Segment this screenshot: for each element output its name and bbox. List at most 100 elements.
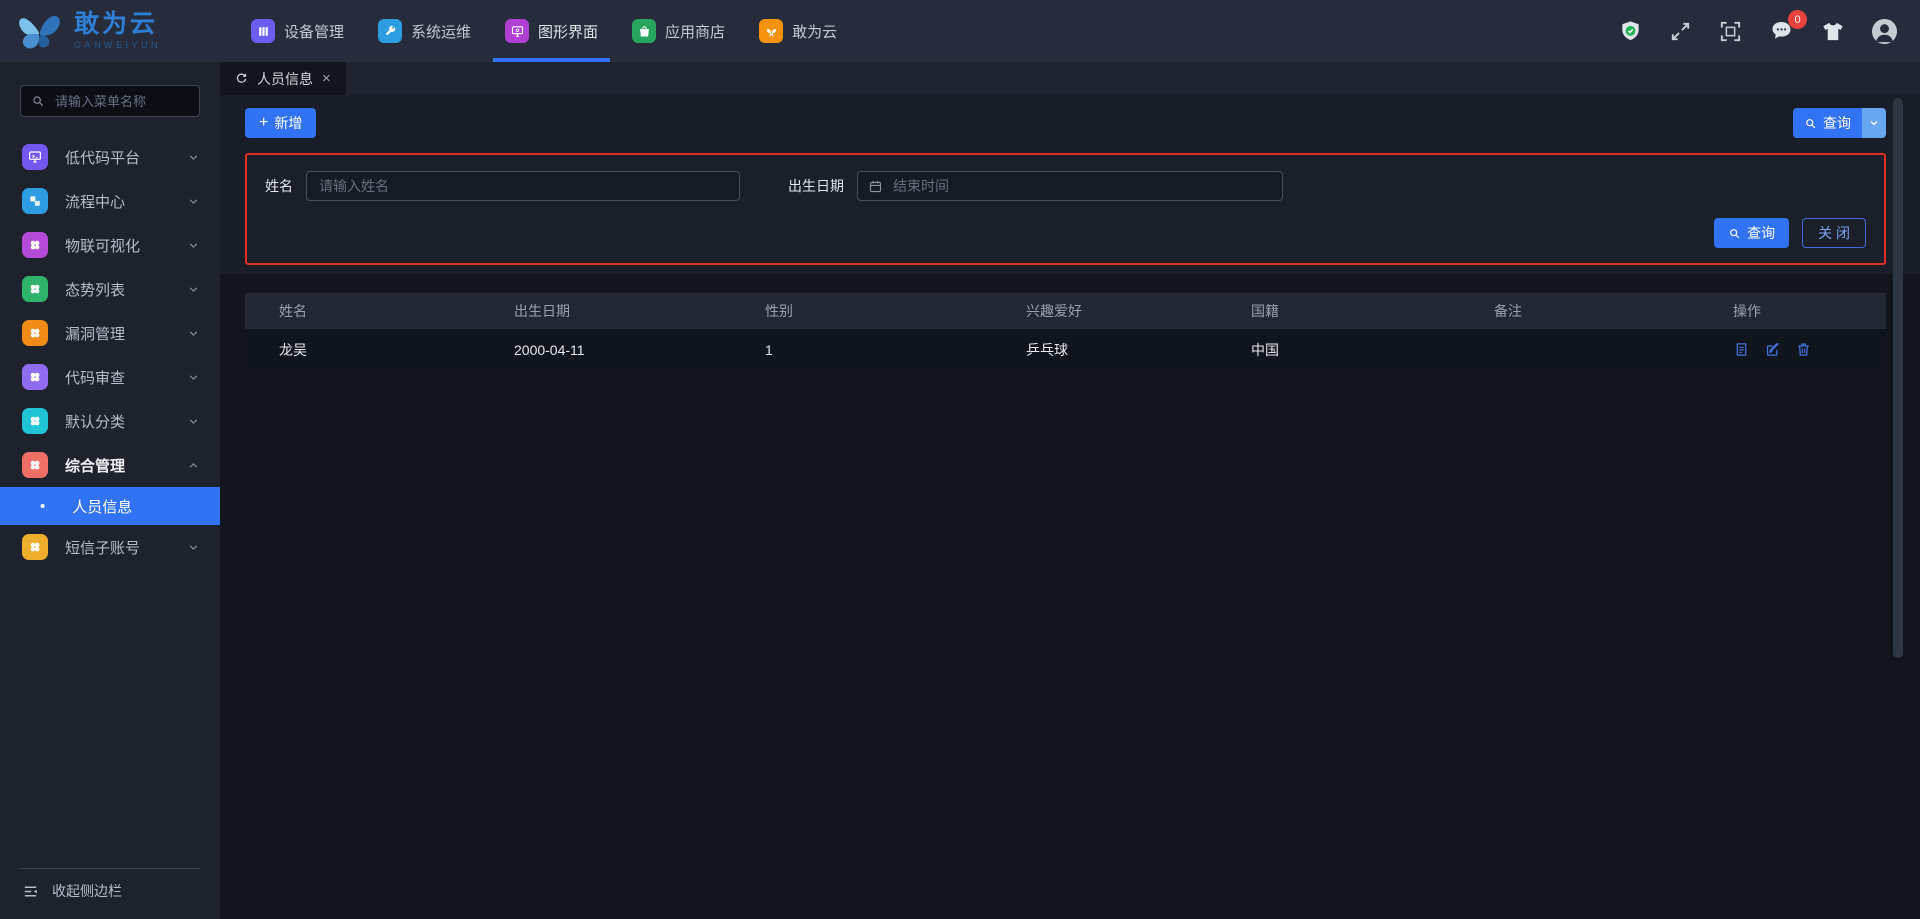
process-icon [22,188,48,214]
filter-query-button[interactable]: 查询 [1714,218,1790,248]
sidebar-item-situation-list[interactable]: 态势列表 [0,267,220,311]
sidebar-item-default-category[interactable]: 默认分类 [0,399,220,443]
sidebar-item-label: 默认分类 [65,413,126,431]
sidebar-item-sms-subaccount[interactable]: 短信子账号 [0,525,220,569]
lowcode-icon [22,144,48,170]
cell-birthdate: 2000-04-11 [514,341,585,358]
query-button[interactable]: 查询 [1793,108,1862,138]
monitor-icon [505,19,530,43]
column-header-birthdate: 出生日期 [514,303,570,319]
nav-item-device-management[interactable]: 设备管理 [234,0,361,62]
top-bar: 敢为云 GANWEIYUN 设备管理 系统运维 图形界面 应用 [0,0,1920,62]
sidebar-item-comprehensive-mgmt[interactable]: 综合管理 [0,443,220,487]
tab-label: 人员信息 [257,70,313,87]
nav-label: 设备管理 [284,23,345,41]
sidebar-menu: 低代码平台 流程中心 物联可视化 态势列表 [0,135,220,569]
birthdate-input[interactable] [857,171,1283,201]
sidebar-item-code-review[interactable]: 代码审查 [0,355,220,399]
content-area: + 新增 查询 姓名 [220,95,1920,919]
sidebar-item-label: 态势列表 [65,281,126,299]
end-date-input[interactable] [891,177,1272,195]
fullscreen-icon[interactable] [1668,19,1693,44]
nav-item-system-ops[interactable]: 系统运维 [361,0,488,62]
query-dropdown-button[interactable] [1862,108,1886,138]
notification-badge: 0 [1788,10,1807,29]
chevron-down-icon [189,330,198,336]
calendar-icon [869,180,882,192]
sidebar-item-label: 代码审查 [65,369,126,387]
table-row[interactable]: 龙吴 2000-04-11 1 乒乓球 中国 [245,329,1886,370]
nav-label: 系统运维 [411,23,472,41]
name-text-input[interactable] [317,177,729,195]
close-icon[interactable]: × [322,70,331,87]
search-icon [1730,228,1740,238]
nav-item-ganweiyun[interactable]: 敢为云 [742,0,854,62]
vertical-scrollbar[interactable] [1893,98,1903,658]
main-area: 人员信息 × + 新增 查询 [220,62,1920,919]
search-icon [1806,118,1816,128]
collapse-sidebar-button[interactable]: 收起侧边栏 [0,869,220,913]
tab-personnel-info[interactable]: 人员信息 × [220,62,346,95]
name-input[interactable] [306,171,740,201]
nav-item-graphic-interface[interactable]: 图形界面 [488,0,615,62]
chevron-down-icon [189,286,198,292]
plus-icon: + [259,113,269,131]
sidebar-search[interactable] [20,85,200,117]
query-split-button: 查询 [1793,108,1886,138]
search-icon [33,96,44,107]
bullet-dot: • [40,497,46,515]
butterfly-icon [759,19,784,43]
edit-icon[interactable] [1764,341,1781,358]
cell-name: 龙吴 [279,341,307,358]
sidebar-divider [20,868,200,869]
refresh-icon[interactable] [235,72,248,85]
chevron-up-icon [189,462,198,468]
clover-icon [22,276,48,302]
top-nav: 设备管理 系统运维 图形界面 应用商店 敢为云 [234,0,854,62]
chevron-down-icon [189,544,198,550]
sidebar: 低代码平台 流程中心 物联可视化 态势列表 [0,62,220,919]
chevron-down-icon [189,242,198,248]
column-header-actions: 操作 [1733,303,1761,319]
clover-icon [22,364,48,390]
view-detail-icon[interactable] [1733,341,1750,358]
sidebar-item-iot-visualization[interactable]: 物联可视化 [0,223,220,267]
theme-shirt-icon[interactable] [1820,19,1846,44]
chevron-down-icon [1870,121,1878,126]
filter-close-button[interactable]: 关 闭 [1802,218,1866,248]
sidebar-item-label: 低代码平台 [65,149,141,167]
submenu-label: 人员信息 [72,498,133,516]
add-button[interactable]: + 新增 [245,108,317,138]
sidebar-item-process-center[interactable]: 流程中心 [0,179,220,223]
cell-nationality: 中国 [1251,341,1279,358]
chevron-down-icon [189,374,198,380]
clover-icon [22,452,48,478]
sidebar-item-lowcode-platform[interactable]: 低代码平台 [0,135,220,179]
clover-icon [22,408,48,434]
delete-icon[interactable] [1795,341,1812,358]
screenshot-frame-icon[interactable] [1718,19,1743,44]
nav-label: 应用商店 [665,23,726,41]
column-header-nationality: 国籍 [1251,303,1279,319]
cell-actions [1733,341,1886,358]
menu-search-input[interactable] [53,92,197,110]
personnel-table: 姓名 出生日期 性别 兴趣爱好 国籍 备注 操作 龙吴 2000-04-11 1… [245,293,1886,370]
tab-bar: 人员信息 × [220,62,1920,95]
cell-hobby: 乒乓球 [1026,341,1068,358]
nav-label: 敢为云 [792,23,838,41]
wrench-icon [378,19,403,43]
sidebar-item-label: 流程中心 [65,193,126,211]
device-grid-icon [251,19,275,43]
sidebar-subitem-personnel-info[interactable]: • 人员信息 [0,487,220,525]
sidebar-item-vulnerability-mgmt[interactable]: 漏洞管理 [0,311,220,355]
sidebar-item-label: 综合管理 [65,457,126,475]
security-shield-icon[interactable] [1618,19,1643,44]
sidebar-item-label: 物联可视化 [65,237,141,255]
chevron-down-icon [189,154,198,160]
sidebar-item-label: 漏洞管理 [65,325,126,343]
brand-title: 敢为云 [74,10,159,38]
user-avatar[interactable] [1871,18,1898,45]
messages-icon[interactable]: 0 [1768,10,1807,44]
clover-icon [22,534,48,560]
nav-item-app-store[interactable]: 应用商店 [615,0,742,62]
